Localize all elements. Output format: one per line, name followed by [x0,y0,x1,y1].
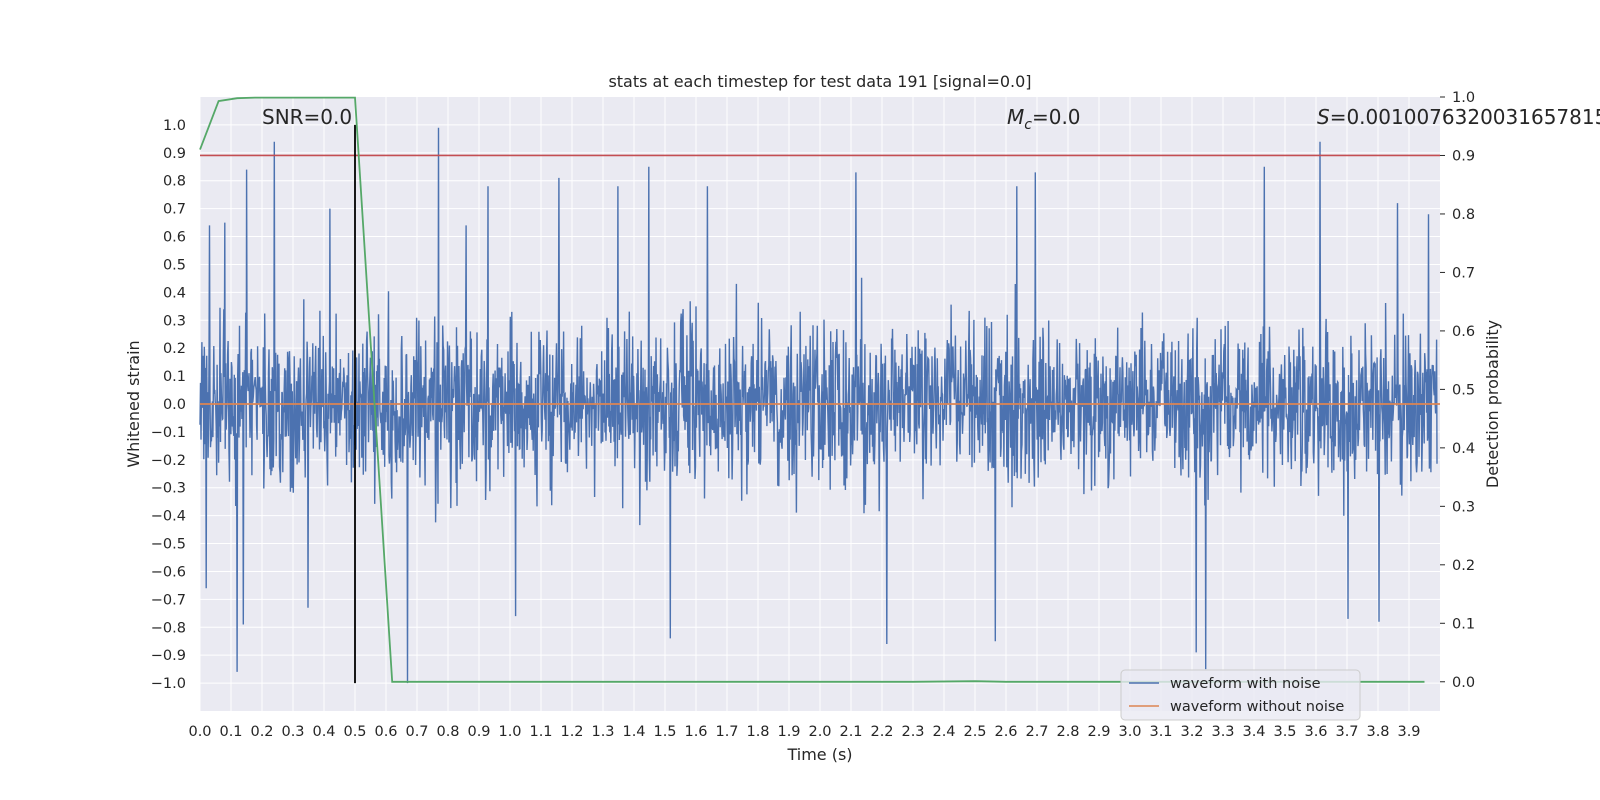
chirp-mass-value: =0.0 [1032,105,1081,129]
x-tick-label: 3.4 [1242,724,1265,740]
x-tick-label: 0.3 [281,724,304,740]
y-axis-label: Whitened strain [124,340,143,467]
y-tick-label: −0.9 [151,648,186,664]
y-tick-label: −0.4 [151,509,186,525]
x-tick-label: 1.5 [653,724,676,740]
x-tick-label: 1.2 [560,724,583,740]
detection-probability-line [199,96,1425,683]
overlay-layer [199,96,1440,684]
y-tick-label: −0.2 [151,453,186,469]
x-tick-label: 0.7 [405,724,428,740]
x-tick-label: 0.5 [343,724,366,740]
y-tick-label: 0.0 [163,397,186,413]
x-tick-label: 1.9 [777,724,800,740]
noisy-waveform-line [199,127,1438,684]
x-tick-label: 2.0 [808,724,831,740]
y-tick-label: −0.8 [151,620,186,636]
right-y-axis-label: Detection probability [1483,320,1502,488]
right-y-tick-label: 0.2 [1452,558,1475,574]
y-tick-label: 0.1 [163,369,186,385]
right-y-tick-label: 0.9 [1452,148,1475,164]
x-tick-label: 2.1 [839,724,862,740]
x-tick-label: 3.6 [1304,724,1327,740]
x-tick-label: 1.3 [591,724,614,740]
legend-box [1120,669,1361,721]
y-tick-label: 0.4 [163,285,186,301]
y-tick-label: −0.1 [151,425,186,441]
y-axis-ticks: 1.0 0.9 0.8 0.7 0.6 0.5 0.4 0.3 0.2 0.1 0.0 −0.1 −0.… [151,118,186,692]
s-statistic-annotation: S=0.0010076320031657815 [1317,105,1600,129]
x-tick-label: 3.2 [1180,724,1203,740]
x-tick-label: 0.9 [467,724,490,740]
right-y-tick-label: 0.4 [1452,441,1475,457]
x-tick-label: 3.0 [1118,724,1141,740]
right-y-tick-label: 0.0 [1452,675,1475,691]
y-tick-label: −0.6 [151,564,186,580]
x-tick-label: 0.0 [188,724,211,740]
y-tick-label: −0.7 [151,592,186,608]
x-tick-label: 0.2 [250,724,273,740]
y-tick-label: 0.9 [163,146,186,162]
legend-label-noise: waveform with noise [1170,676,1321,692]
right-y-tick-label: 0.1 [1452,616,1475,632]
snr-annotation: SNR=0.0 [262,105,352,129]
noise-waveform-layer [199,127,1438,684]
chirp-mass-symbol: M [1007,105,1024,129]
right-y-tick-label: 0.3 [1452,499,1475,515]
x-axis-ticks: 0.0 0.1 0.2 0.3 0.4 0.5 0.6 0.7 0.8 0.9 1.0 1.1 1.2 1… [188,724,1420,740]
x-tick-label: 2.4 [932,724,955,740]
y-tick-label: 1.0 [163,118,186,134]
right-y-axis-ticks: 1.0 0.9 0.8 0.7 0.6 0.5 0.4 0.3 0.2 0.1 0.0 [1440,90,1475,691]
x-tick-label: 3.9 [1397,724,1420,740]
legend: waveform with noise waveform without noi… [1120,669,1361,721]
x-tick-label: 1.1 [529,724,552,740]
y-tick-label: −1.0 [151,676,186,692]
x-tick-label: 2.3 [901,724,924,740]
legend-label-clean: waveform without noise [1170,699,1344,715]
x-tick-label: 1.7 [715,724,738,740]
x-tick-label: 1.8 [746,724,769,740]
x-tick-label: 2.8 [1056,724,1079,740]
x-tick-label: 3.7 [1335,724,1358,740]
x-tick-label: 0.6 [374,724,397,740]
y-tick-label: 0.8 [163,174,186,190]
x-tick-label: 3.5 [1273,724,1296,740]
x-tick-label: 2.2 [870,724,893,740]
x-tick-label: 2.9 [1087,724,1110,740]
x-tick-label: 3.8 [1366,724,1389,740]
s-statistic-value: =0.0010076320031657815 [1330,105,1600,129]
y-tick-label: 0.3 [163,313,186,329]
y-tick-label: 0.7 [163,202,186,218]
x-tick-label: 2.7 [1025,724,1048,740]
x-tick-label: 2.5 [963,724,986,740]
right-y-tick-label: 0.7 [1452,265,1475,281]
chart-title: stats at each timestep for test data 191… [608,72,1031,91]
x-tick-label: 2.6 [994,724,1017,740]
y-tick-label: −0.3 [151,481,186,497]
y-tick-label: 0.2 [163,341,186,357]
right-y-tick-label: 0.8 [1452,207,1475,223]
x-tick-label: 0.8 [436,724,459,740]
chirp-mass-annotation: Mc=0.0 [1007,105,1081,133]
y-tick-label: 0.6 [163,230,186,246]
x-tick-label: 3.3 [1211,724,1234,740]
s-statistic-symbol: S [1317,105,1330,129]
x-tick-label: 0.4 [312,724,335,740]
x-tick-label: 0.1 [219,724,242,740]
x-tick-label: 1.4 [622,724,645,740]
y-tick-label: −0.5 [151,537,186,553]
right-y-tick-label: 0.5 [1452,382,1475,398]
x-tick-label: 1.0 [498,724,521,740]
right-y-tick-label: 0.6 [1452,324,1475,340]
x-tick-label: 1.6 [684,724,707,740]
x-tick-label: 3.1 [1149,724,1172,740]
right-y-tick-label: 1.0 [1452,90,1475,106]
x-axis-label: Time (s) [786,745,852,764]
chirp-mass-subscript: c [1024,117,1032,133]
y-tick-label: 0.5 [163,257,186,273]
